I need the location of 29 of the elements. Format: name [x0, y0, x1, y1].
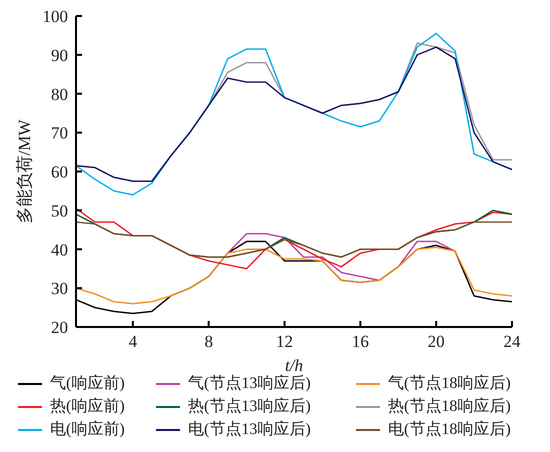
- legend-label: 热(节点13响应后): [188, 396, 311, 417]
- x-tick-label: 20: [428, 332, 445, 352]
- legend-label: 气(节点18响应后): [388, 374, 511, 394]
- legend-label: 气(节点13响应后): [188, 374, 311, 394]
- line-series: [76, 221, 512, 258]
- x-tick-label: 8: [204, 332, 213, 352]
- y-tick-label: 30: [51, 279, 68, 298]
- y-tick-label: 20: [51, 318, 68, 338]
- y-tick-label: 60: [51, 162, 68, 182]
- x-tick-label: 12: [276, 332, 294, 352]
- y-tick-label: 50: [51, 201, 68, 220]
- legend-label: 热(响应前): [50, 396, 125, 417]
- legend-label: 电(节点18响应后): [388, 420, 511, 440]
- x-tick-label: 4: [128, 332, 138, 352]
- y-axis-title: 多能负荷/MW: [15, 118, 34, 224]
- x-tick-label: 16: [352, 332, 369, 352]
- legend-label: 电(响应前): [50, 420, 125, 440]
- y-tick-label: 100: [42, 7, 68, 26]
- y-tick-label: 80: [51, 84, 68, 104]
- line-series: [226, 233, 456, 282]
- legend-label: 热(节点18响应后): [388, 396, 511, 417]
- x-axis-title: t/h: [285, 356, 303, 375]
- x-tick-label: 24: [504, 332, 521, 352]
- y-tick-label: 90: [51, 46, 68, 65]
- legend-label: 电(节点13响应后): [188, 420, 311, 440]
- legend-label: 气(响应前): [50, 374, 125, 394]
- line-series: [76, 246, 512, 304]
- y-tick-label: 40: [51, 240, 68, 260]
- y-tick-label: 70: [51, 124, 68, 143]
